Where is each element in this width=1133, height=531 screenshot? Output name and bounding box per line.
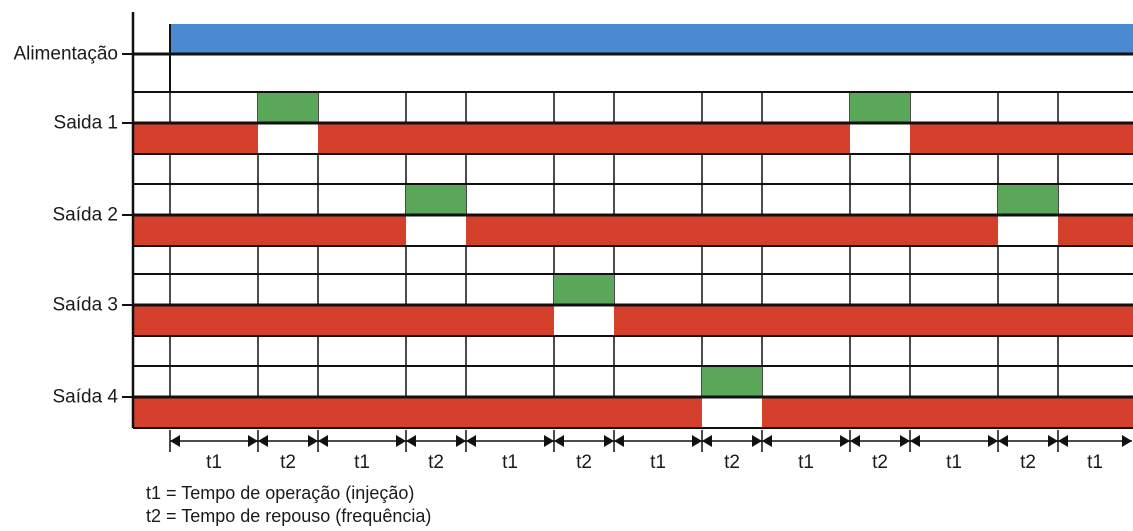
row-label-power: Alimentação (13, 44, 118, 65)
output-4-active-pulse-1 (702, 366, 762, 397)
output-2-rest-band (133, 215, 1133, 246)
output-1-active-pulse-2 (850, 92, 910, 123)
period-arrow-right-5 (544, 435, 554, 447)
period-label-12: t2 (1020, 452, 1036, 473)
period-label-13: t1 (1087, 452, 1103, 473)
output-3-active-pulse-1 (554, 274, 614, 305)
period-label-10: t2 (872, 452, 888, 473)
period-label-5: t1 (502, 452, 518, 473)
period-arrow-right-7 (692, 435, 702, 447)
period-arrow-right-13 (1122, 435, 1132, 447)
period-axis: t1 t2 t1 t2 t1 t2 t1 t2 t1 t2 t1 t2 t1 (169, 430, 1132, 473)
output-1-active-pulse-1 (258, 92, 318, 123)
period-arrow-left-7 (614, 435, 624, 447)
period-arrow-left-6 (554, 435, 564, 447)
output-4-rest-gap-1 (702, 397, 762, 428)
period-arrow-left-12 (998, 435, 1008, 447)
period-arrow-left-4 (406, 435, 416, 447)
period-label-9: t1 (798, 452, 814, 473)
period-label-11: t1 (946, 452, 962, 473)
period-arrow-left-5 (466, 435, 476, 447)
period-label-6: t2 (576, 452, 592, 473)
row-label-output-3: Saída 3 (53, 295, 119, 316)
period-arrow-left-10 (850, 435, 860, 447)
period-label-1: t1 (206, 452, 222, 473)
bar-layer (133, 24, 1133, 428)
period-arrow-left-2 (258, 435, 268, 447)
period-arrow-left-8 (702, 435, 712, 447)
period-arrow-right-4 (456, 435, 466, 447)
output-2-active-pulse-2 (998, 184, 1058, 215)
power-bar (170, 24, 1133, 54)
output-2-rest-gap-2 (998, 215, 1058, 246)
output-4-rest-band (133, 397, 1133, 428)
period-arrow-right-2 (308, 435, 318, 447)
period-arrow-right-1 (248, 435, 258, 447)
period-arrow-left-3 (318, 435, 328, 447)
output-3-rest-gap-1 (554, 305, 614, 336)
legend-t1: t1 = Tempo de operação (injeção) (146, 483, 415, 503)
period-label-7: t1 (650, 452, 666, 473)
period-label-4: t2 (428, 452, 444, 473)
period-arrow-right-9 (840, 435, 850, 447)
period-arrow-right-6 (604, 435, 614, 447)
output-2-active-pulse-1 (406, 184, 466, 215)
row-label-output-2: Saída 2 (53, 205, 119, 226)
output-3-rest-band (133, 305, 1133, 336)
output-1-rest-gap-2 (850, 123, 910, 154)
period-arrow-left-13 (1058, 435, 1068, 447)
period-arrow-right-10 (900, 435, 910, 447)
period-label-2: t2 (280, 452, 296, 473)
output-1-rest-gap-1 (258, 123, 318, 154)
period-arrow-right-3 (396, 435, 406, 447)
period-arrow-right-8 (752, 435, 762, 447)
period-arrow-right-12 (1048, 435, 1058, 447)
row-label-output-4: Saída 4 (53, 387, 119, 408)
output-2-rest-gap-1 (406, 215, 466, 246)
row-labels: Alimentação Saida 1 Saída 2 Saída 3 Saída 4 (13, 44, 118, 408)
row-label-output-1: Saida 1 (54, 113, 118, 134)
period-arrow-left-9 (762, 435, 772, 447)
period-arrow-left-1 (170, 435, 180, 447)
line-layer (122, 12, 1133, 429)
period-label-8: t2 (724, 452, 740, 473)
period-label-3: t1 (354, 452, 370, 473)
period-arrow-right-11 (988, 435, 998, 447)
legend-t2: t2 = Tempo de repouso (frequência) (146, 506, 432, 526)
period-arrow-left-11 (910, 435, 920, 447)
